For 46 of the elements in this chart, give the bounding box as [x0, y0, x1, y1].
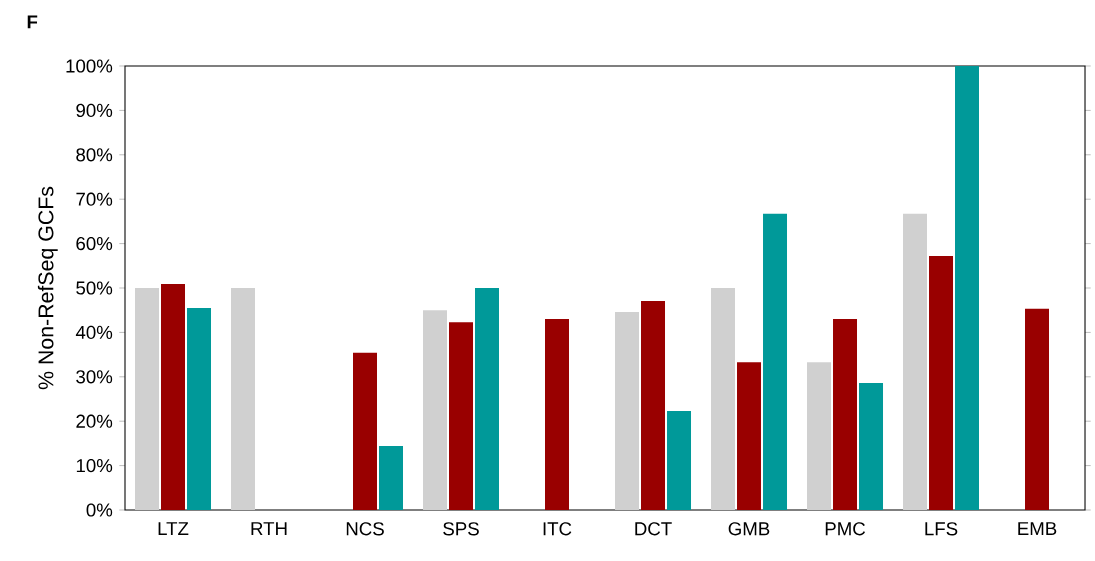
bar — [379, 446, 404, 510]
y-tick-label: 40% — [75, 325, 113, 340]
bar — [763, 213, 788, 510]
y-tick-label: 20% — [76, 414, 113, 428]
bar — [135, 288, 159, 510]
x-tick-label: LFS — [925, 522, 958, 536]
bar — [161, 284, 186, 510]
x-tick-label: SPS — [443, 522, 479, 536]
bar — [1025, 308, 1050, 510]
bar — [807, 362, 832, 510]
y-tick-label: 90% — [76, 103, 113, 118]
y-tick-label: 50% — [76, 281, 113, 295]
y-axis-title: % Non-RefSeq GCFs — [37, 186, 58, 390]
y-tick-label: 10% — [76, 458, 113, 473]
y-tick-label: 30% — [76, 370, 113, 384]
bar — [187, 307, 211, 510]
bar — [737, 362, 762, 510]
x-tick-label: DCT — [635, 522, 672, 536]
chart-title: F — [27, 15, 38, 29]
bar — [859, 383, 884, 510]
x-tick-label: LTZ — [158, 522, 189, 536]
y-tick-label: 0% — [86, 503, 113, 517]
bar — [955, 66, 980, 510]
bar — [423, 310, 448, 510]
bar — [545, 319, 570, 510]
bar — [353, 352, 377, 510]
y-tick-label: 100% — [66, 59, 113, 73]
x-tick-label: GMB — [728, 522, 770, 536]
x-tick-label: EMB — [1018, 522, 1057, 536]
x-tick-label: NCS — [346, 522, 384, 536]
x-tick-label: RTH — [251, 522, 287, 536]
bar — [929, 256, 954, 510]
y-tick-label: 80% — [76, 148, 113, 162]
bar — [641, 300, 666, 510]
bar — [903, 213, 928, 510]
bar — [833, 319, 858, 510]
bar — [231, 288, 256, 510]
bar — [711, 288, 736, 510]
bar — [615, 311, 640, 510]
bar — [449, 322, 474, 510]
x-tick-label: PMC — [825, 522, 866, 536]
bar — [475, 288, 500, 510]
y-tick-label: 70% — [76, 192, 113, 206]
x-tick-label: ITC — [543, 522, 572, 536]
y-tick-label: 60% — [76, 236, 113, 251]
bar — [667, 410, 692, 510]
